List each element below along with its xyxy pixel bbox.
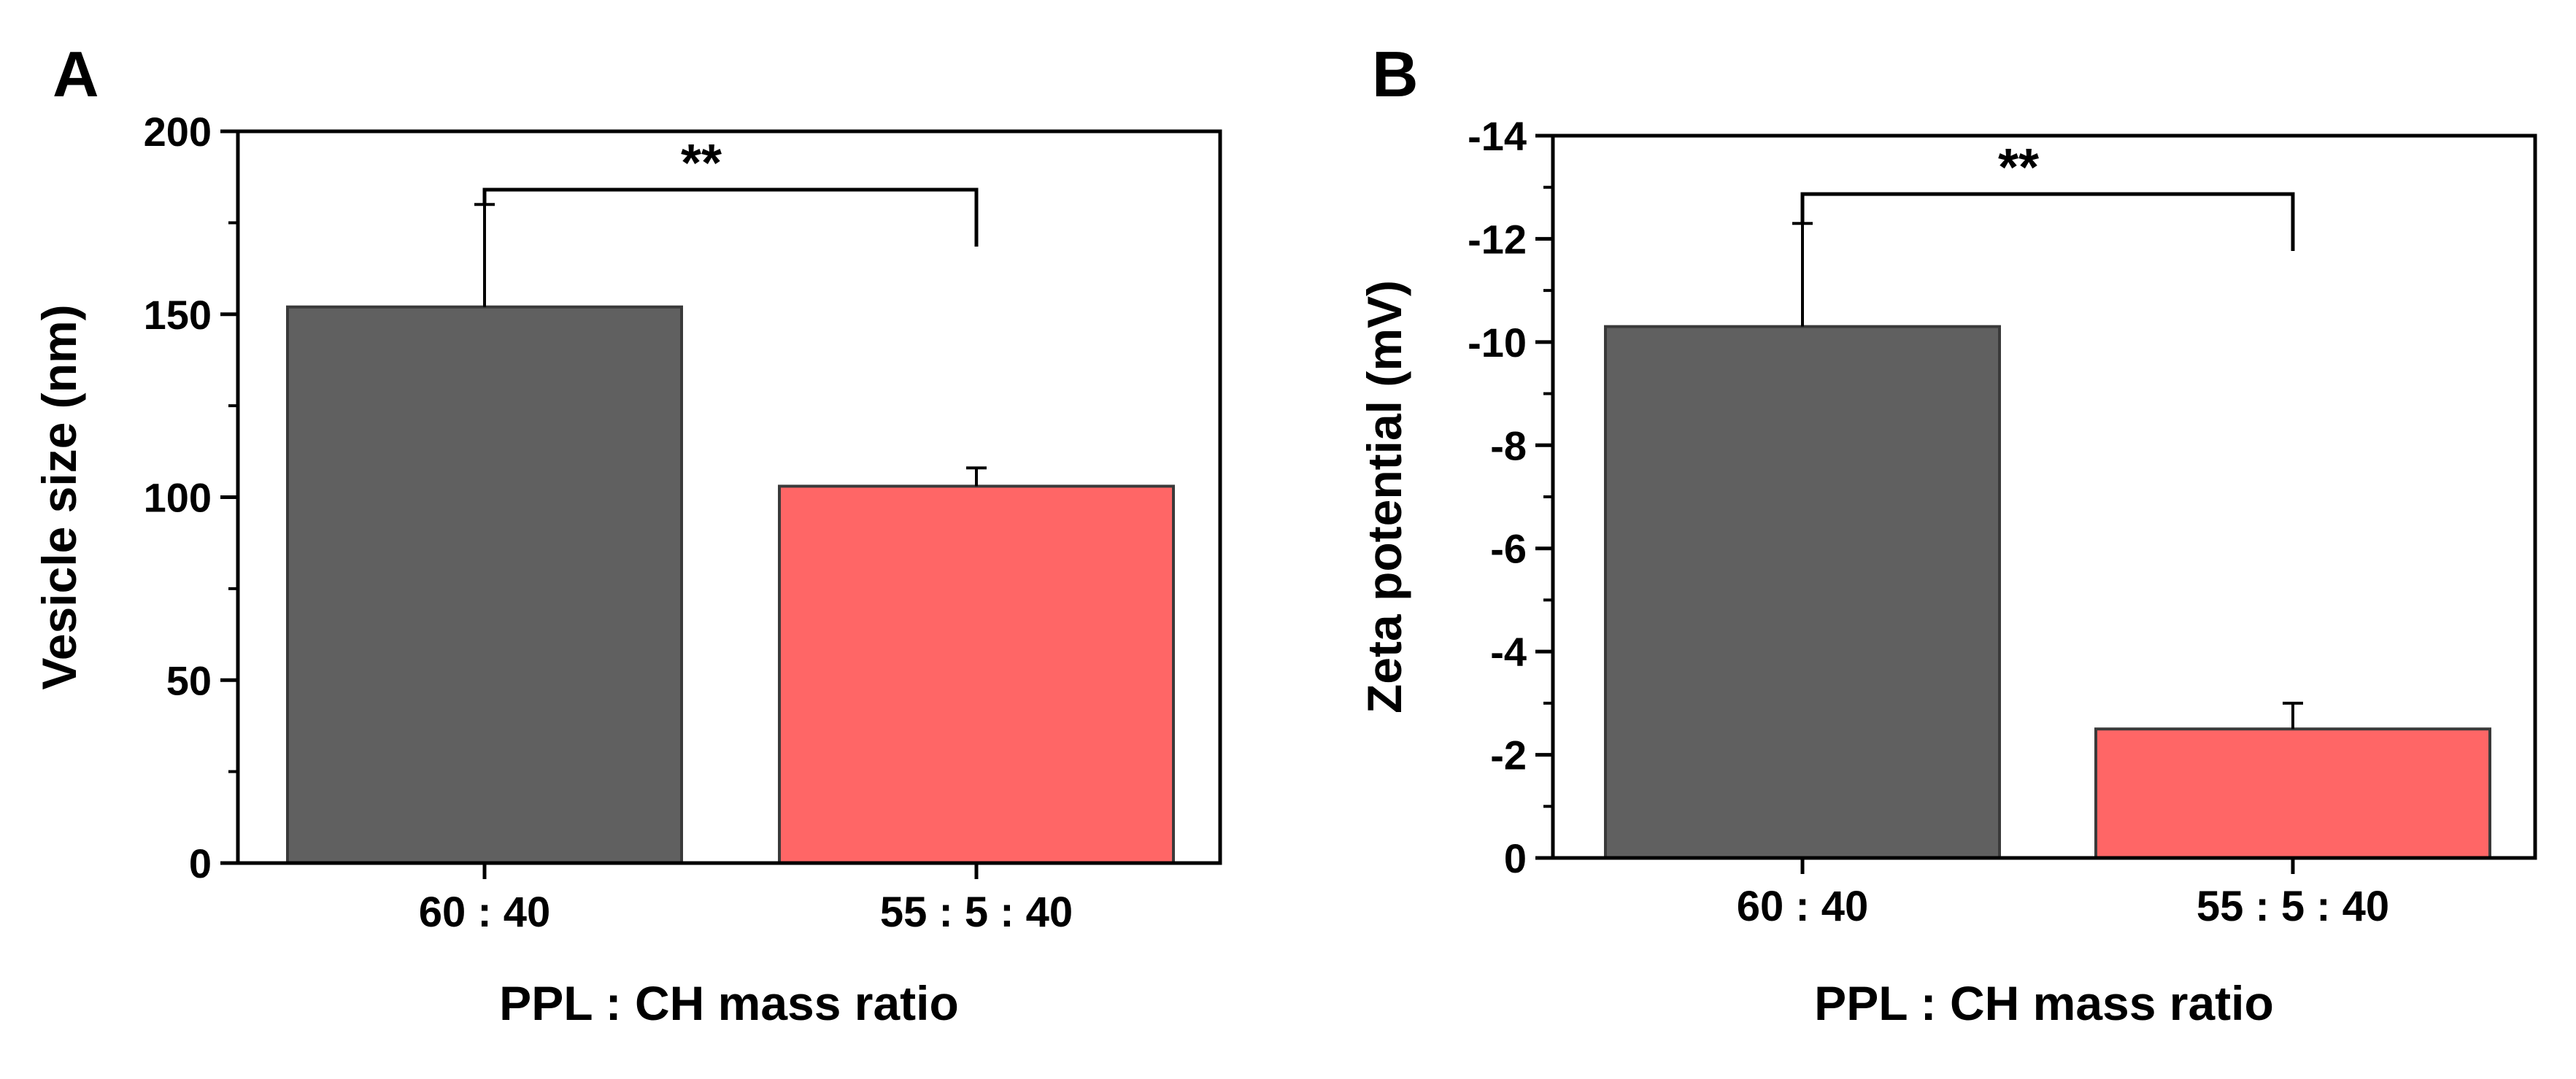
x-tick-label: 55 : 5 : 40 [2197, 883, 2389, 930]
y-tick-label: 50 [166, 657, 212, 703]
bar [286, 305, 683, 865]
chart-panel-b: B 0 -2 -4 -6 -8 -10 -12 -14 60 : 40 55 : 5 : 40 PPL… [1357, 38, 2537, 1030]
y-tick-label: 0 [1504, 835, 1527, 881]
y-tick-label: 200 [144, 109, 212, 155]
panel-letter: B [1372, 38, 1419, 110]
bar [2094, 727, 2491, 860]
panel-letter: A [53, 38, 99, 110]
chart-panel-a: A 0 50 100 150 200 60 : 40 55 : 5 : 40 PPL : CH … [32, 38, 1222, 1030]
bar [778, 484, 1175, 865]
y-tick-label: -6 [1490, 526, 1527, 572]
x-tick-label: 55 : 5 : 40 [880, 889, 1073, 936]
y-tick-label: -4 [1490, 629, 1527, 675]
x-tick-label: 60 : 40 [419, 889, 551, 936]
x-axis-title: PPL : CH mass ratio [1814, 976, 2274, 1030]
y-tick-label: -10 [1468, 320, 1527, 366]
bar [1604, 325, 2001, 859]
y-tick-label: -2 [1490, 732, 1527, 778]
y-axis-title: Vesicle size (nm) [32, 304, 86, 689]
y-tick-label: 0 [189, 840, 212, 886]
significance-label: ** [1998, 139, 2039, 197]
significance-bracket [1800, 192, 2295, 251]
y-tick-label: -14 [1468, 113, 1527, 159]
y-tick-label: -8 [1490, 422, 1527, 468]
significance-bracket [482, 187, 979, 247]
significance-label: ** [681, 134, 722, 193]
x-axis-title: PPL : CH mass ratio [499, 976, 959, 1030]
y-tick-label: 150 [144, 292, 212, 338]
x-tick-label: 60 : 40 [1737, 883, 1869, 930]
y-tick-label: 100 [144, 475, 212, 521]
y-tick-label: -12 [1468, 216, 1527, 262]
y-axis-title: Zeta potential (mV) [1357, 280, 1411, 713]
